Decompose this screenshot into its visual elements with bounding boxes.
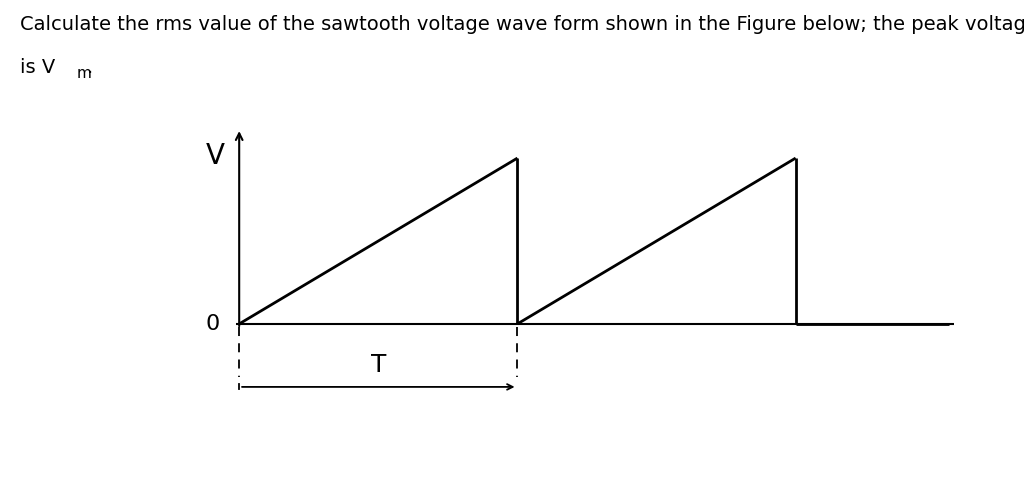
Text: T: T — [371, 353, 386, 377]
Text: V: V — [206, 141, 225, 170]
Text: Calculate the rms value of the sawtooth voltage wave form shown in the Figure be: Calculate the rms value of the sawtooth … — [20, 15, 1024, 34]
Text: 0: 0 — [206, 314, 220, 334]
Text: .: . — [87, 58, 93, 77]
Text: is V: is V — [20, 58, 55, 77]
Text: m: m — [77, 66, 92, 81]
